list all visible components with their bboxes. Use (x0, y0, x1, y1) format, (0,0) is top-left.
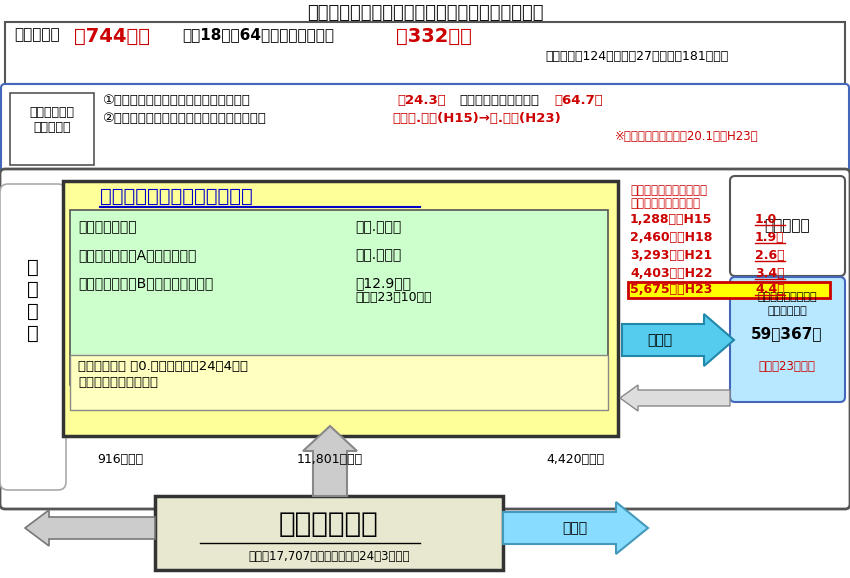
Text: 約１.６万人: 約１.６万人 (355, 220, 401, 234)
Text: 一般就労への: 一般就労への (30, 106, 75, 119)
Text: 4,420人／年: 4,420人／年 (546, 453, 604, 466)
Text: 約１.３万人: 約１.３万人 (355, 248, 401, 262)
FancyBboxPatch shape (70, 210, 608, 385)
Text: 4,403人／H22: 4,403人／H22 (630, 267, 712, 280)
Text: 卒業生17,707人／年　（平成24年3月卒）: 卒業生17,707人／年 （平成24年3月卒） (248, 550, 410, 563)
Text: 移行の現状: 移行の現状 (33, 121, 71, 134)
FancyBboxPatch shape (155, 496, 503, 570)
Text: ②障害福祉サービスから一般企業への就職が: ②障害福祉サービスから一般企業への就職が (102, 112, 266, 125)
FancyBboxPatch shape (0, 184, 66, 490)
Text: 1.9倍: 1.9倍 (755, 231, 785, 244)
Text: 特別支援学校: 特別支援学校 (279, 510, 379, 538)
Text: 2,460人／H18: 2,460人／H18 (630, 231, 712, 244)
FancyBboxPatch shape (730, 176, 845, 276)
FancyBboxPatch shape (70, 355, 608, 410)
Text: 5,675人／H23: 5,675人／H23 (630, 283, 712, 296)
Text: 約64.7％: 約64.7％ (554, 94, 603, 107)
Text: 3.4倍: 3.4倍 (755, 267, 785, 280)
Text: 1.9倍: 1.9倍 (755, 231, 785, 244)
Text: 障害福祉サービス（就労系）: 障害福祉サービス（就労系） (100, 187, 252, 206)
Text: 地域活動支援センター: 地域活動支援センター (78, 376, 158, 389)
Text: 約24.3％: 約24.3％ (397, 94, 445, 107)
Polygon shape (622, 314, 734, 366)
Text: 障害者総数: 障害者総数 (14, 27, 60, 42)
FancyBboxPatch shape (5, 22, 845, 84)
Text: 中、18歳～64歳の在宅者の方、: 中、18歳～64歳の在宅者の方、 (182, 27, 334, 42)
Text: ・就労移行支援: ・就労移行支援 (78, 220, 137, 234)
Text: 就労系障害福祉サービス: 就労系障害福祉サービス (630, 184, 707, 197)
Text: 就労支援施策の対象となる障害者数／地域の流れ: 就労支援施策の対象となる障害者数／地域の流れ (307, 4, 543, 22)
Polygon shape (303, 426, 357, 496)
Polygon shape (620, 385, 730, 411)
Text: （平成23年度）: （平成23年度） (758, 360, 815, 373)
Text: 就　職: 就 職 (648, 333, 672, 347)
Polygon shape (503, 502, 648, 554)
Text: 4.4倍: 4.4倍 (755, 283, 785, 296)
Text: 1.0: 1.0 (755, 213, 777, 226)
Text: 3.4倍: 3.4倍 (755, 267, 785, 280)
Text: 就　職: 就 職 (563, 521, 587, 535)
FancyBboxPatch shape (730, 277, 845, 402)
FancyBboxPatch shape (63, 181, 618, 436)
Text: 小規模作業所 約0.６万人（平成24年4月）: 小規模作業所 約0.６万人（平成24年4月） (78, 360, 248, 373)
Text: 約12.9万人: 約12.9万人 (355, 276, 411, 290)
Text: （平成23年10月）: （平成23年10月） (355, 291, 432, 304)
Text: 障害福祉サービスが: 障害福祉サービスが (459, 94, 539, 107)
Text: 59，367人: 59，367人 (751, 326, 823, 341)
Text: 企　業　等: 企 業 等 (764, 218, 810, 234)
FancyBboxPatch shape (0, 169, 850, 509)
Text: 1.0: 1.0 (755, 213, 777, 226)
FancyBboxPatch shape (10, 93, 94, 165)
FancyBboxPatch shape (628, 282, 830, 298)
Polygon shape (25, 510, 155, 546)
Text: 約744万人: 約744万人 (74, 27, 150, 46)
Text: 年間１.３％(H15)→３.６％(H23): 年間１.３％(H15)→３.６％(H23) (392, 112, 561, 125)
Text: 4.4倍: 4.4倍 (755, 283, 785, 296)
Text: ①特別支援学校から一般企業への就職が: ①特別支援学校から一般企業への就職が (102, 94, 250, 107)
Text: から一般就労への移行: から一般就労への移行 (630, 197, 700, 210)
Text: （内訳：身124万人、知27万人、精181万人）: （内訳：身124万人、知27万人、精181万人） (545, 50, 728, 63)
Text: 3,293人／H21: 3,293人／H21 (630, 249, 712, 262)
Text: ハローワークからの: ハローワークからの (757, 292, 817, 302)
Text: 916人／年: 916人／年 (97, 453, 143, 466)
Text: 2.6倍: 2.6倍 (755, 249, 785, 262)
Text: 地
域
生
活: 地 域 生 活 (27, 258, 39, 343)
Text: 紹介就職件数: 紹介就職件数 (767, 306, 807, 316)
Text: 1,288人／H15: 1,288人／H15 (630, 213, 712, 226)
FancyBboxPatch shape (1, 84, 849, 174)
Text: 11,801人／年: 11,801人／年 (297, 453, 363, 466)
Text: ・就労継続支援A型、福祉工場: ・就労継続支援A型、福祉工場 (78, 248, 196, 262)
Text: ※就労移行支援からは20.1％（H23）: ※就労移行支援からは20.1％（H23） (615, 130, 758, 143)
Text: ・就労継続支援B型、旧法授産施設: ・就労継続支援B型、旧法授産施設 (78, 276, 213, 290)
Text: 2.6倍: 2.6倍 (755, 249, 785, 262)
Text: 約332万人: 約332万人 (396, 27, 472, 46)
